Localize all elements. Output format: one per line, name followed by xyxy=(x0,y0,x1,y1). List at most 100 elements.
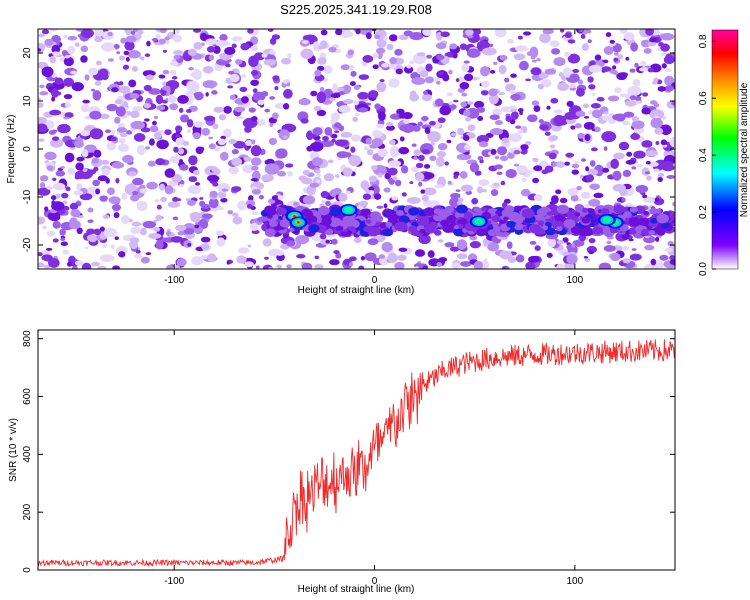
heatmap-cell xyxy=(310,90,318,97)
heatmap-cell xyxy=(353,84,361,90)
heatmap-cell xyxy=(537,83,544,90)
spectrogram-ylabel: Frequency (Hz) xyxy=(6,115,17,184)
heatmap-cell xyxy=(507,38,514,44)
heatmap-cell xyxy=(44,38,54,46)
heatmap-cell xyxy=(39,182,46,189)
heatmap-cell xyxy=(171,75,178,80)
heatmap-cell xyxy=(80,104,90,113)
heatmap-cell xyxy=(333,250,340,255)
heatmap-cell xyxy=(358,200,369,207)
y-tick-label: -20 xyxy=(22,237,33,252)
heatmap-cell xyxy=(570,225,582,235)
heatmap-cell xyxy=(73,190,84,196)
heatmap-cell xyxy=(423,224,437,234)
heatmap-cell xyxy=(602,167,610,173)
x-tick-label: 0 xyxy=(372,275,378,286)
heatmap-cell xyxy=(231,149,239,155)
heatmap-cell xyxy=(38,187,51,196)
heatmap-cell xyxy=(237,247,250,254)
heatmap-cell xyxy=(332,83,338,90)
heatmap-cell xyxy=(274,102,286,110)
heatmap-cell xyxy=(318,45,325,50)
heatmap-cell xyxy=(226,261,231,265)
heatmap-cell xyxy=(159,183,166,191)
heatmap-cell xyxy=(177,231,185,236)
heatmap-cell xyxy=(456,153,472,161)
heatmap-cell xyxy=(451,262,461,269)
heatmap-cell xyxy=(251,211,259,215)
heatmap-cell xyxy=(321,199,327,204)
heatmap-cell xyxy=(446,92,454,97)
heatmap-cell xyxy=(453,174,459,179)
heatmap-hotspot xyxy=(602,217,611,224)
colorbar-label: Normalized spectral amplitude xyxy=(739,82,750,217)
heatmap-cell xyxy=(617,54,624,60)
heatmap-cell xyxy=(643,48,652,54)
heatmap-cell xyxy=(223,128,232,138)
heatmap-cell xyxy=(476,76,481,81)
heatmap-cell xyxy=(479,66,490,77)
heatmap-cell xyxy=(120,37,127,44)
heatmap-cell xyxy=(348,226,356,232)
heatmap-cell xyxy=(213,106,224,113)
heatmap-cell xyxy=(46,230,56,237)
heatmap-cell xyxy=(38,123,48,133)
heatmap-cell xyxy=(215,40,231,47)
heatmap-cell xyxy=(531,59,537,63)
heatmap-cell xyxy=(549,135,559,141)
heatmap-cell xyxy=(142,220,156,229)
heatmap-cell xyxy=(398,34,409,41)
heatmap-cell xyxy=(237,200,247,211)
heatmap-cell xyxy=(424,76,434,84)
colorbar: 0.0 0.2 0.4 0.6 0.8 Normalized spectral ampl… xyxy=(698,29,750,276)
heatmap-cell xyxy=(312,43,323,52)
heatmap-cell xyxy=(502,266,507,269)
heatmap-cell xyxy=(638,67,649,72)
heatmap-cell xyxy=(208,54,215,61)
heatmap-cell xyxy=(92,90,102,101)
heatmap-cell xyxy=(52,182,66,191)
heatmap-cell xyxy=(108,196,121,204)
heatmap-cell xyxy=(636,164,643,168)
heatmap-cell xyxy=(462,134,470,141)
heatmap-cell xyxy=(114,116,121,124)
heatmap-cell xyxy=(167,201,181,208)
heatmap-cell xyxy=(38,102,44,108)
heatmap-cell xyxy=(178,107,184,113)
heatmap-cell xyxy=(525,78,532,82)
heatmap-cell xyxy=(367,238,379,246)
heatmap-hotspot xyxy=(293,215,296,218)
heatmap-cell xyxy=(240,42,250,51)
heatmap-cell xyxy=(387,167,398,176)
heatmap-cell xyxy=(601,66,612,72)
heatmap-cell xyxy=(619,29,628,34)
heatmap-cell xyxy=(176,258,187,267)
heatmap-cell xyxy=(498,92,505,96)
spectrogram-xlabel: Height of straight line (km) xyxy=(298,285,415,296)
heatmap-cell xyxy=(111,161,125,169)
heatmap-cell xyxy=(500,180,506,186)
heatmap-cell xyxy=(612,184,626,192)
heatmap-cell xyxy=(99,113,110,120)
heatmap-cell xyxy=(587,39,592,44)
heatmap-cell xyxy=(313,147,320,150)
heatmap-cell xyxy=(228,70,235,75)
heatmap-cell xyxy=(269,49,276,55)
heatmap-cell xyxy=(583,115,590,119)
heatmap-cell xyxy=(314,255,320,260)
heatmap-cell xyxy=(399,136,405,142)
heatmap-cell xyxy=(564,51,571,57)
heatmap-cell xyxy=(460,184,473,192)
heatmap-cell xyxy=(328,46,337,53)
heatmap-cell xyxy=(111,87,119,93)
heatmap-cell xyxy=(440,31,450,38)
heatmap-cell xyxy=(101,168,111,176)
heatmap-cell xyxy=(113,44,120,49)
heatmap-cell xyxy=(388,180,395,185)
heatmap-cell xyxy=(71,265,78,269)
heatmap-cell xyxy=(241,73,247,79)
heatmap-cell xyxy=(383,36,388,42)
heatmap-cell xyxy=(118,81,124,86)
heatmap-cell xyxy=(435,42,447,50)
heatmap-cell xyxy=(186,129,191,134)
